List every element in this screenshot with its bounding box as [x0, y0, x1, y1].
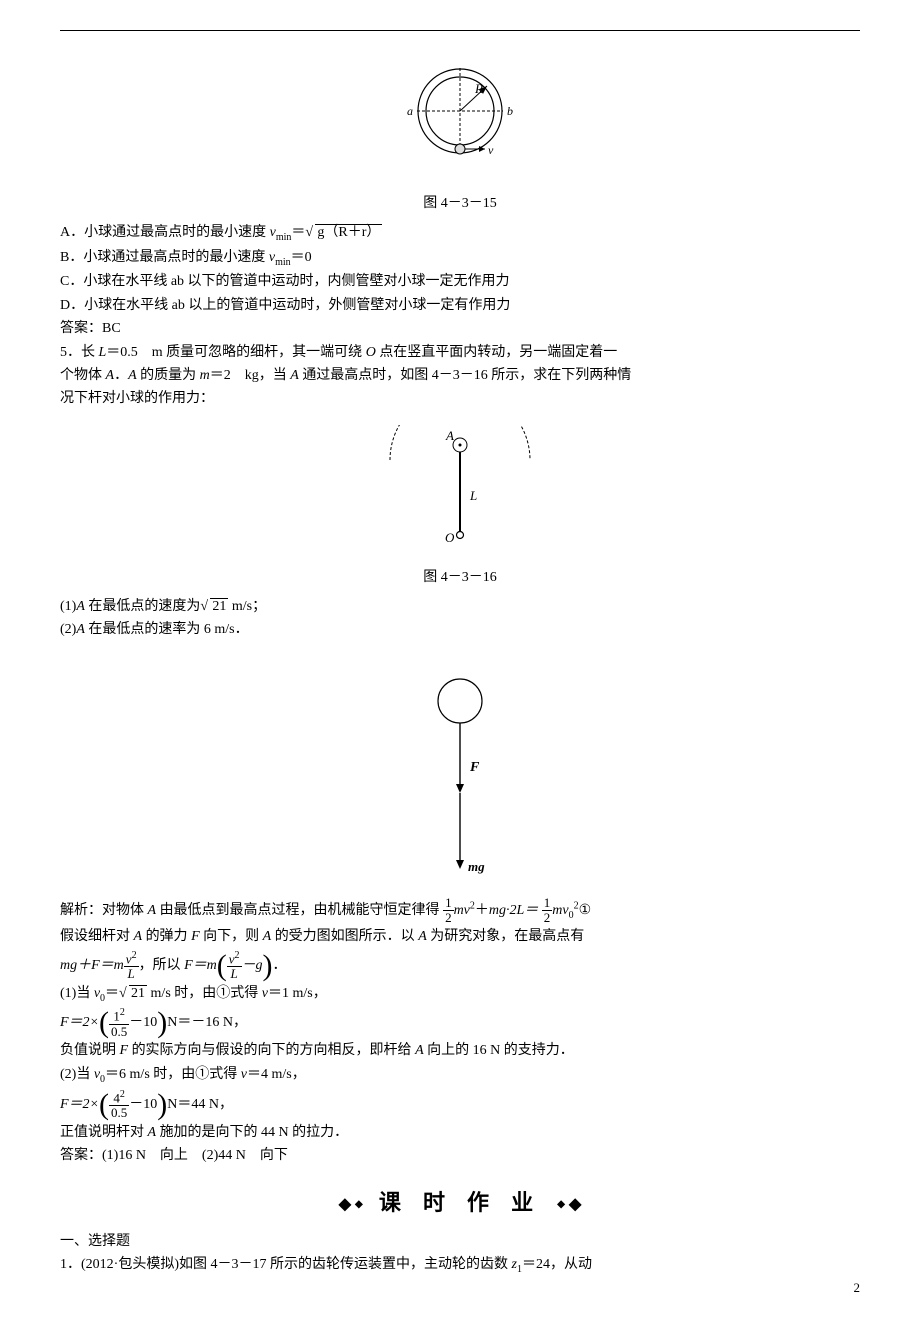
force-diagram: F mg	[60, 671, 860, 889]
sol-eq: mg＋F＝mv2L，所以 F＝m(v2L－g)．	[60, 950, 860, 982]
label-mg: mg	[468, 859, 485, 874]
sub-q1: (1)A 在最低点的速度为21 m/s；	[60, 596, 860, 618]
option-A: A．小球通过最高点时的最小速度 vmin＝g（R＋r）	[60, 222, 860, 246]
page: R v a b 图 4－3－15 A．小球通过最高点时的最小速度 vmin＝g（…	[0, 0, 920, 1319]
label-b: b	[507, 104, 513, 118]
section-title-text: 课 时 作 业	[379, 1190, 541, 1215]
section-title: ◆◆ 课 时 作 业 ◆◆	[60, 1185, 860, 1220]
figure-4-3-15: R v a b 图 4－3－15	[60, 51, 860, 216]
sol-f2: F＝2×(420.5－10)N＝44 N，	[60, 1089, 860, 1121]
rod-diagram: A L O	[360, 425, 560, 555]
sub-q2: (2)A 在最低点的速率为 6 m/s．	[60, 619, 860, 641]
figure-4-3-16: A L O 图 4－3－16	[60, 425, 860, 590]
q5-line2: 个物体 A．A 的质量为 m＝2 kg，当 A 通过最高点时，如图 4－3－16…	[60, 365, 860, 387]
label-a: a	[407, 104, 413, 118]
sol-f1: F＝2×(120.5－10)N＝－16 N，	[60, 1007, 860, 1039]
figure-4-3-16-caption: 图 4－3－16	[60, 567, 860, 589]
label-A: A	[445, 428, 454, 443]
figure-4-3-15-caption: 图 4－3－15	[60, 193, 860, 215]
section-q1: 1．(2012·包头模拟)如图 4－3－17 所示的齿轮传运装置中，主动轮的齿数…	[60, 1254, 860, 1278]
sol-c2: (2)当 v0＝6 m/s 时，由①式得 v＝4 m/s，	[60, 1064, 860, 1088]
section-sub: 一、选择题	[60, 1231, 860, 1253]
sol-l1: 解析：对物体 A 由最低点到最高点过程，由机械能守恒定律得 12mv2＋mg·2…	[60, 896, 860, 926]
answer-4: 答案：BC	[60, 318, 860, 340]
diamond-small-icon: ◆	[557, 1197, 565, 1213]
q5-line3: 况下杆对小球的作用力：	[60, 388, 860, 410]
page-number: 2	[854, 1278, 861, 1299]
force-svg: F mg	[400, 671, 520, 881]
label-v: v	[488, 143, 494, 157]
sol-answer: 答案：(1)16 N 向上 (2)44 N 向下	[60, 1145, 860, 1167]
diamond-icon: ◆	[569, 1192, 581, 1218]
label-O: O	[445, 530, 455, 545]
option-D: D．小球在水平线 ab 以上的管道中运动时，外侧管壁对小球一定有作用力	[60, 295, 860, 317]
sol-f1-note: 负值说明 F 的实际方向与假设的向下的方向相反，即杆给 A 向上的 16 N 的…	[60, 1040, 860, 1062]
label-L: L	[469, 488, 477, 503]
sol-c1: (1)当 v0＝21 m/s 时，由①式得 v＝1 m/s，	[60, 983, 860, 1007]
label-F: F	[469, 760, 480, 775]
top-rule	[60, 30, 860, 31]
sol-l2: 假设细杆对 A 的弹力 F 向下，则 A 的受力图如图所示．以 A 为研究对象，…	[60, 926, 860, 948]
diamond-small-icon: ◆	[355, 1197, 363, 1213]
label-R: R	[474, 81, 483, 96]
q5-line1: 5．长 L＝0.5 m 质量可忽略的细杆，其一端可绕 O 点在竖直平面内转动，另…	[60, 342, 860, 364]
option-B: B．小球通过最高点时的最小速度 vmin＝0	[60, 247, 860, 271]
option-C: C．小球在水平线 ab 以下的管道中运动时，内侧管壁对小球一定无作用力	[60, 271, 860, 293]
sol-f2-note: 正值说明杆对 A 施加的是向下的 44 N 的拉力．	[60, 1122, 860, 1144]
diamond-icon: ◆	[339, 1192, 351, 1218]
circle-tube-diagram: R v a b	[375, 51, 545, 181]
